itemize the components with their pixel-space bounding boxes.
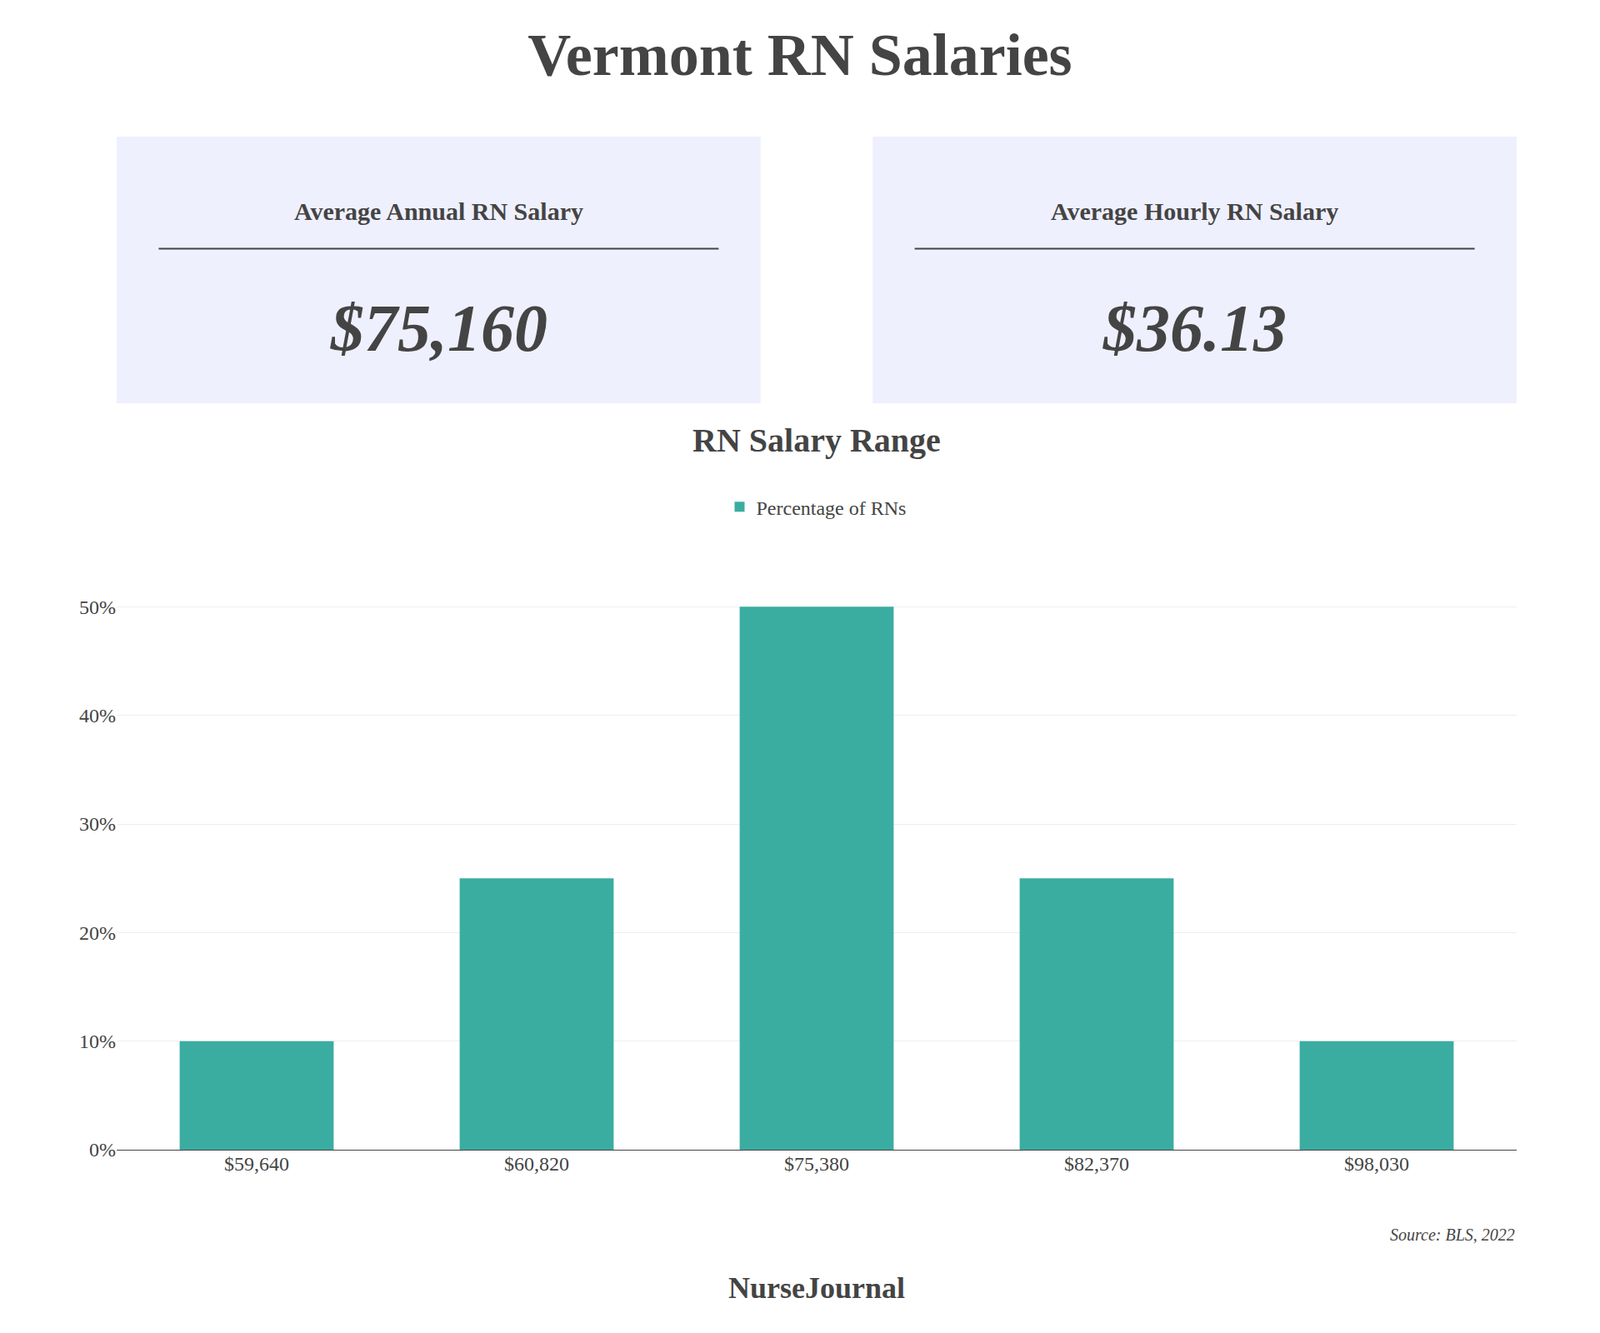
svg-text:$36.13: $36.13 [1102,291,1287,365]
svg-text:$75,380: $75,380 [784,1153,850,1175]
svg-text:40%: 40% [79,705,116,727]
svg-text:$98,030: $98,030 [1344,1153,1410,1175]
svg-text:20%: 20% [79,922,116,945]
svg-text:NurseJournal: NurseJournal [728,1271,905,1305]
svg-text:$82,370: $82,370 [1064,1153,1130,1175]
svg-text:Average Hourly RN Salary: Average Hourly RN Salary [1050,197,1339,225]
svg-text:$60,820: $60,820 [504,1153,570,1175]
svg-text:50%: 50% [79,596,116,619]
svg-text:Source: BLS, 2022: Source: BLS, 2022 [1390,1225,1515,1245]
svg-text:$59,640: $59,640 [224,1153,290,1175]
svg-text:$75,160: $75,160 [330,291,548,365]
svg-text:RN Salary Range: RN Salary Range [692,421,941,460]
svg-text:Vermont RN Salaries: Vermont RN Salaries [527,21,1072,89]
svg-text:30%: 30% [79,813,116,835]
svg-text:Percentage of RNs: Percentage of RNs [756,497,907,520]
svg-text:0%: 0% [89,1139,116,1161]
svg-text:10%: 10% [79,1030,116,1053]
svg-text:Average Annual RN Salary: Average Annual RN Salary [294,197,584,225]
